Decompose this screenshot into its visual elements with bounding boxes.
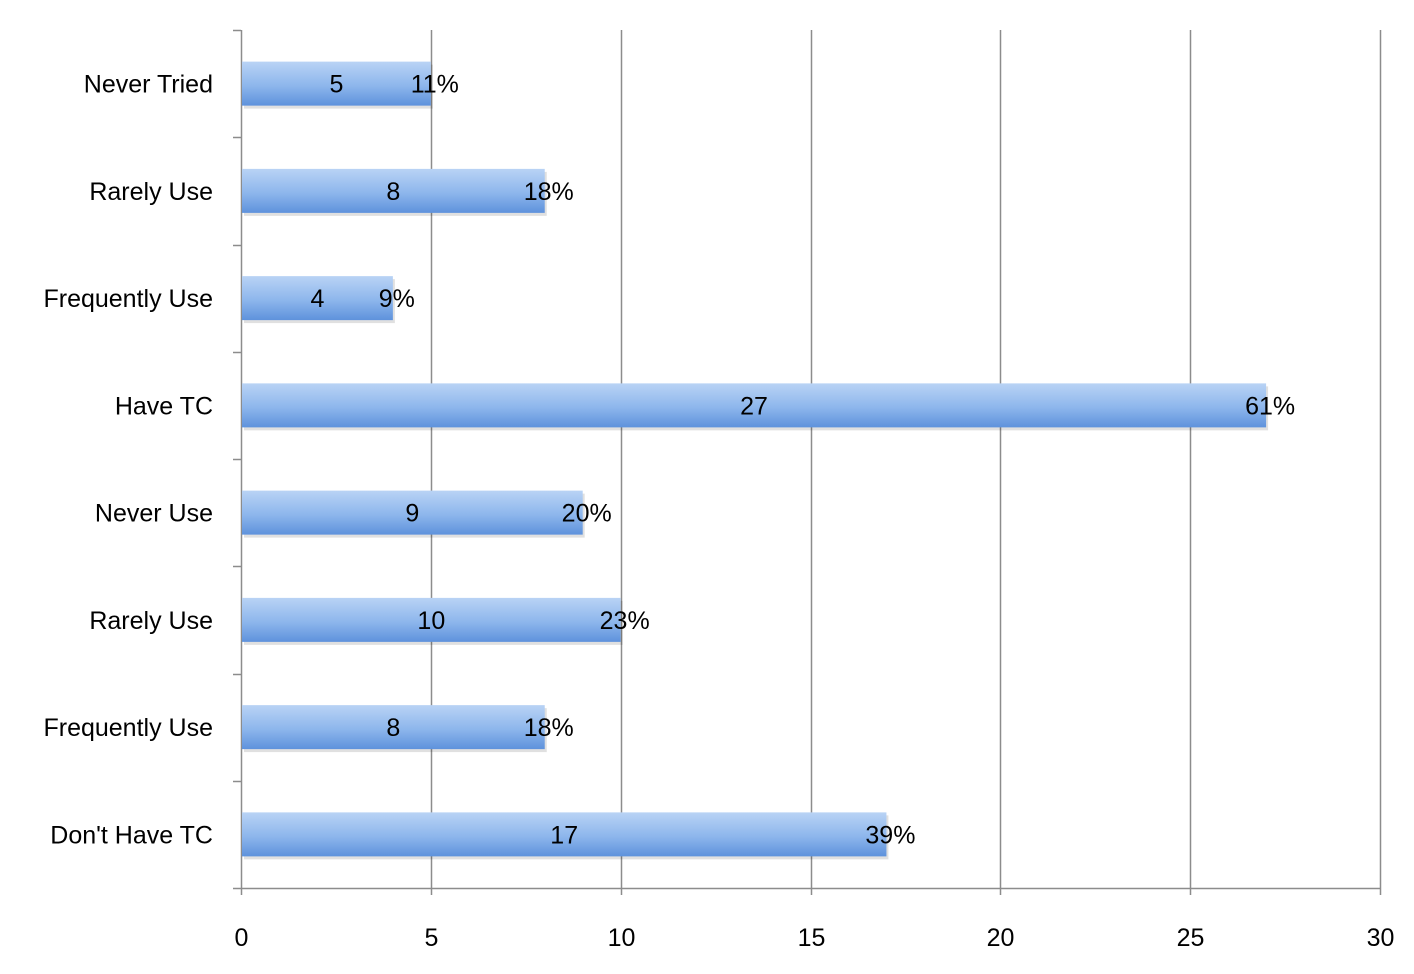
bar-6 xyxy=(242,597,621,642)
bars xyxy=(242,61,1269,860)
value-label: 8 xyxy=(386,714,400,742)
category-label: Don't Have TC xyxy=(50,821,213,849)
value-label: 9 xyxy=(405,500,419,528)
x-tick-label: 15 xyxy=(798,924,826,952)
bar-7 xyxy=(242,705,545,750)
value-label: 27 xyxy=(740,392,768,420)
value-label: 17 xyxy=(550,821,578,849)
bar-5 xyxy=(242,490,583,535)
bar-4 xyxy=(242,383,1267,428)
percent-label: 18% xyxy=(524,714,574,742)
x-tick-label: 30 xyxy=(1367,924,1395,952)
x-tick-label: 0 xyxy=(235,924,249,952)
percent-label: 39% xyxy=(865,821,915,849)
value-label: 10 xyxy=(417,607,445,635)
x-tick-label: 5 xyxy=(425,924,439,952)
percent-label: 20% xyxy=(562,500,612,528)
bar-1 xyxy=(242,61,431,106)
percent-label: 9% xyxy=(379,285,415,313)
category-label: Rarely Use xyxy=(89,607,213,635)
x-tick-label: 20 xyxy=(987,924,1015,952)
category-label: Frequently Use xyxy=(43,714,213,742)
value-label: 4 xyxy=(310,285,324,313)
labels: 0 5 10 15 20 25 30 Never Tried 5 11% Rarely Use 8 18… xyxy=(43,71,1394,952)
category-label: Have TC xyxy=(115,392,213,420)
bar-2 xyxy=(242,168,545,213)
category-label: Frequently Use xyxy=(43,285,213,313)
category-label: Rarely Use xyxy=(89,178,213,206)
value-label: 8 xyxy=(386,178,400,206)
category-label: Never Use xyxy=(95,500,213,528)
value-label: 5 xyxy=(329,71,343,99)
x-tick-label: 10 xyxy=(608,924,636,952)
grid-lines xyxy=(430,30,1382,888)
percent-label: 18% xyxy=(524,178,574,206)
bar-8 xyxy=(242,812,887,857)
x-tick-label: 25 xyxy=(1177,924,1205,952)
bar-3 xyxy=(242,276,393,321)
percent-label: 11% xyxy=(411,71,459,99)
category-label: Never Tried xyxy=(84,71,213,99)
percent-label: 61% xyxy=(1245,392,1295,420)
percent-label: 23% xyxy=(600,607,650,635)
axes xyxy=(233,29,1382,895)
